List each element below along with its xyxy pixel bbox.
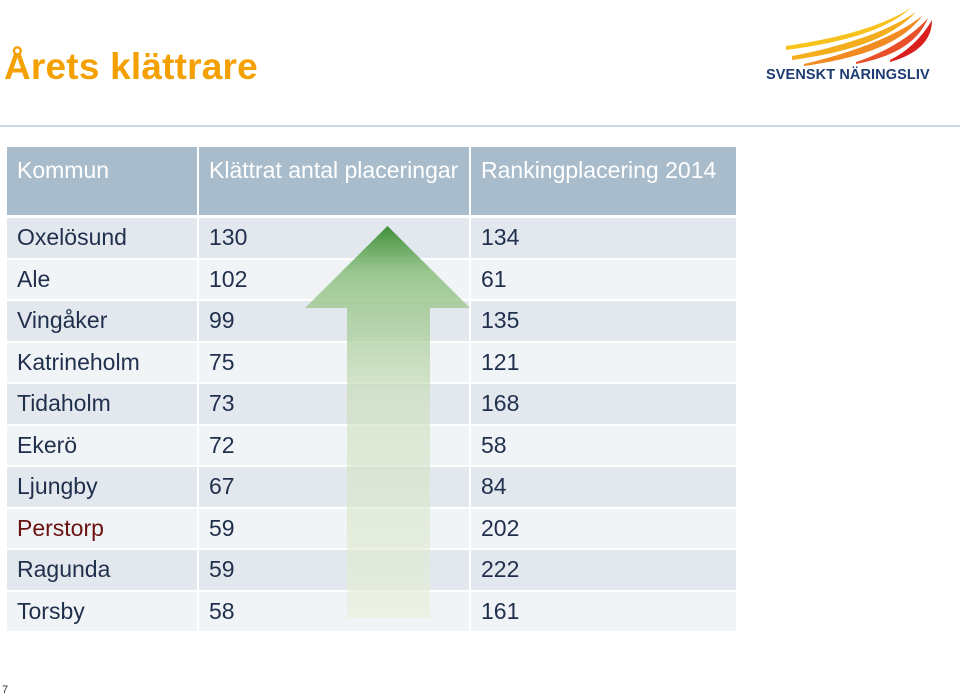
cell-ranking: 202: [471, 508, 736, 548]
table-row: Tidaholm 73 168: [7, 384, 736, 424]
table-row: Oxelösund 130 134: [7, 218, 736, 258]
cell-ranking: 61: [471, 259, 736, 299]
cell-kommun: Torsby: [7, 591, 197, 631]
wing-logo-icon: [786, 8, 932, 66]
cell-klattrat: 58: [199, 591, 469, 631]
cell-kommun: Vingåker: [7, 301, 197, 341]
table-row: Ale 102 61: [7, 259, 736, 299]
cell-ranking: 222: [471, 550, 736, 590]
cell-ranking: 168: [471, 384, 736, 424]
cell-klattrat: 102: [199, 259, 469, 299]
cell-kommun: Ljungby: [7, 467, 197, 507]
cell-ranking: 134: [471, 218, 736, 258]
cell-kommun: Tidaholm: [7, 384, 197, 424]
cell-kommun: Ale: [7, 259, 197, 299]
cell-klattrat: 72: [199, 425, 469, 465]
cell-klattrat: 130: [199, 218, 469, 258]
cell-kommun: Perstorp: [7, 508, 197, 548]
table-row: Katrineholm 75 121: [7, 342, 736, 382]
cell-ranking: 84: [471, 467, 736, 507]
cell-klattrat: 59: [199, 550, 469, 590]
cell-klattrat: 59: [199, 508, 469, 548]
cell-klattrat: 67: [199, 467, 469, 507]
header-ranking: Rankingplacering 2014: [471, 147, 736, 215]
cell-ranking: 58: [471, 425, 736, 465]
table-header-row: Kommun Klättrat antal placeringar Rankin…: [7, 147, 736, 215]
logo-wordmark: SVENSKT NÄRINGSLIV: [766, 67, 930, 83]
svenskt-naringsliv-logo: SVENSKT NÄRINGSLIV: [764, 4, 934, 84]
table-row: Ekerö 72 58: [7, 425, 736, 465]
table-row: Torsby 58 161: [7, 591, 736, 631]
cell-klattrat: 75: [199, 342, 469, 382]
cell-klattrat: 73: [199, 384, 469, 424]
page-number: 7: [2, 684, 9, 696]
header-klattrat: Klättrat antal placeringar: [199, 147, 469, 215]
header-divider: [0, 125, 960, 127]
table-row: Vingåker 99 135: [7, 301, 736, 341]
header-kommun: Kommun: [7, 147, 197, 215]
page-title: Årets klättrare: [4, 46, 258, 87]
table-row: Ljungby 67 84: [7, 467, 736, 507]
cell-kommun: Ragunda: [7, 550, 197, 590]
ranking-table: Kommun Klättrat antal placeringar Rankin…: [7, 147, 736, 633]
table-row-highlighted: Perstorp 59 202: [7, 508, 736, 548]
cell-kommun: Ekerö: [7, 425, 197, 465]
cell-ranking: 135: [471, 301, 736, 341]
cell-kommun: Katrineholm: [7, 342, 197, 382]
table-row: Ragunda 59 222: [7, 550, 736, 590]
cell-kommun: Oxelösund: [7, 218, 197, 258]
cell-ranking: 121: [471, 342, 736, 382]
cell-klattrat: 99: [199, 301, 469, 341]
cell-ranking: 161: [471, 591, 736, 631]
